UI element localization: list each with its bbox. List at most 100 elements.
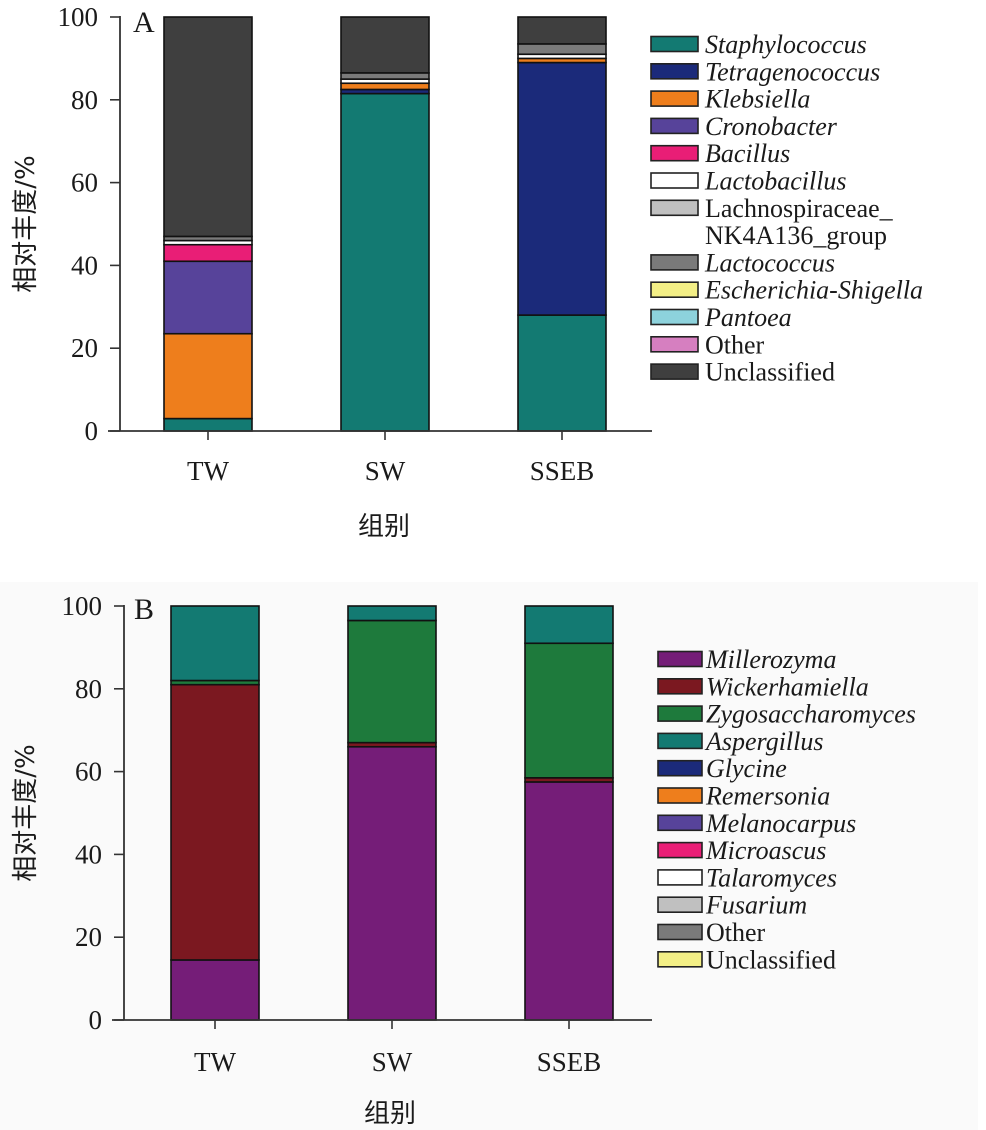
legend-label-other: Other: [705, 330, 765, 359]
legend-label-tetragenococcus: Tetragenococcus: [705, 57, 880, 86]
legend-label-microascus: Microascus: [705, 836, 826, 865]
x-tick-label-sw: SW: [365, 456, 406, 486]
legend-label-melanocarpus: Melanocarpus: [705, 809, 856, 838]
bar-segment-sw-klebsiella: [340, 82, 430, 91]
y-tick-label-20: 20: [75, 922, 102, 952]
y-tick-label-80: 80: [75, 674, 102, 704]
legend-label-lachnospiraceae-nk4a136-group-line2: NK4A136_group: [705, 221, 887, 250]
legend-label-pantoea: Pantoea: [704, 303, 792, 332]
legend-swatch-millerozyma: [657, 650, 703, 668]
legend-label-zygosaccharomyces: Zygosaccharomyces: [706, 700, 916, 729]
legend-label-bacillus: Bacillus: [705, 139, 790, 168]
chart-a-svg: 相对丰度/% 组别 A TW SW SSEB 0 20 40 60 80 100 Staphyl…: [11, 2, 923, 542]
legend-label-aspergillus: Aspergillus: [704, 727, 823, 756]
legend-swatch-cronobacter: [650, 117, 699, 135]
bar-segment-sw-aspergillus: [347, 605, 437, 622]
legend-swatch-unclassified: [650, 363, 699, 380]
legend-label-staphylococcus: Staphylococcus: [705, 30, 867, 59]
legend-swatch-talaromyces: [657, 869, 703, 886]
legend-swatch-melanocarpus: [657, 814, 703, 832]
bar-segment-sseb-zygosaccharomyces: [524, 642, 614, 779]
legend-swatch-lachnospiraceae-nk4a136-group: [650, 199, 699, 217]
legend-swatch-tetragenococcus: [650, 62, 699, 80]
bar-segment-tw-staphylococcus: [163, 417, 253, 432]
bar-segment-sseb-tetragenococcus: [517, 61, 607, 316]
legend-swatch-lactobacillus: [650, 172, 699, 189]
legend-swatch-fusarium: [657, 896, 703, 914]
legend-label-talaromyces: Talaromyces: [706, 863, 837, 892]
legend-swatch-lactococcus: [650, 254, 699, 271]
legend-swatch-klebsiella: [650, 90, 699, 107]
legend-swatch-escherichia-shigella: [650, 281, 699, 299]
legend-label-wickerhamiella: Wickerhamiella: [706, 672, 869, 701]
legend-label-lactococcus: Lactococcus: [704, 248, 835, 277]
panel-label: B: [134, 593, 154, 626]
axes-group: TW SW SSEB 0 20 40 60 80 100: [58, 2, 652, 486]
bar-segment-tw-wickerhamiella: [170, 683, 260, 961]
legend-swatch-glycine: [657, 759, 703, 777]
x-tick-label-tw: TW: [187, 456, 229, 486]
legend-swatch-remersonia: [657, 787, 703, 804]
legend-label-millerozyma: Millerozyma: [705, 645, 836, 674]
bar-segment-sseb-aspergillus: [524, 605, 614, 645]
bars-group: [170, 605, 614, 1021]
y-tick-label-40: 40: [71, 250, 98, 280]
bar-segment-sseb-lactococcus: [517, 43, 607, 56]
bar-segment-tw-bacillus: [163, 243, 253, 263]
panel-label: A: [133, 6, 155, 39]
y-tick-label-0: 0: [89, 1005, 103, 1035]
legend-label-remersonia: Remersonia: [705, 782, 830, 811]
legend-label-fusarium: Fusarium: [705, 891, 807, 920]
bar-segment-sseb-millerozyma: [524, 781, 614, 1021]
bar-segment-sseb-staphylococcus: [517, 314, 607, 432]
x-tick-label-sseb: SSEB: [537, 1047, 602, 1077]
legend-label-glycine: Glycine: [706, 754, 787, 783]
legend-label-cronobacter: Cronobacter: [705, 112, 838, 141]
y-tick-label-80: 80: [71, 85, 98, 115]
legend-label-klebsiella: Klebsiella: [704, 85, 810, 114]
bars-group: [163, 16, 607, 432]
legend-label-lactobacillus: Lactobacillus: [704, 167, 847, 196]
legend-swatch-wickerhamiella: [657, 678, 703, 695]
y-tick-label-60: 60: [71, 168, 98, 198]
y-tick-label-20: 20: [71, 333, 98, 363]
legend-swatch-aspergillus: [657, 732, 703, 750]
legend-label-escherichia-shigella: Escherichia-Shigella: [704, 276, 923, 305]
legend: StaphylococcusTetragenococcusKlebsiellaC…: [650, 30, 923, 387]
legend-swatch-pantoea: [650, 308, 699, 326]
axes-group: TW SW SSEB 0 20 40 60 80 100: [62, 591, 652, 1077]
legend-swatch-unclassified: [657, 950, 703, 968]
chart-panel-a: 相对丰度/% 组别 A TW SW SSEB 0 20 40 60 80 100 Staphyl…: [0, 0, 986, 560]
legend-swatch-bacillus: [650, 144, 699, 162]
bar-segment-sw-unclassified: [340, 16, 430, 74]
x-axis-title: 组别: [364, 1099, 416, 1129]
y-tick-label-100: 100: [62, 591, 103, 621]
bar-segment-tw-millerozyma: [170, 959, 260, 1021]
bar-segment-sw-zygosaccharomyces: [347, 619, 437, 744]
legend-swatch-zygosaccharomyces: [657, 705, 703, 722]
legend-swatch-other: [657, 923, 703, 941]
y-tick-label-60: 60: [75, 757, 102, 787]
x-axis-title: 组别: [358, 512, 410, 542]
y-tick-label-100: 100: [58, 2, 99, 32]
legend-swatch-microascus: [657, 841, 703, 859]
legend-label-lachnospiraceae-nk4a136-group: Lachnospiraceae_: [705, 194, 894, 223]
y-axis-title: 相对丰度/%: [11, 155, 41, 292]
bar-segment-sw-millerozyma: [347, 745, 437, 1021]
legend-swatch-other: [650, 335, 699, 353]
x-tick-label-tw: TW: [194, 1047, 236, 1077]
bar-segment-tw-aspergillus: [170, 605, 260, 682]
bar-segment-sw-staphylococcus: [340, 92, 430, 432]
legend-label-other: Other: [706, 918, 766, 947]
bar-segment-tw-cronobacter: [163, 260, 253, 335]
chart-panel-b: 相对丰度/% 组别 B TW SW SSEB 0 20 40 60 80 100 Millero…: [0, 582, 978, 1130]
y-tick-label-0: 0: [85, 416, 99, 446]
bar-segment-sseb-unclassified: [517, 16, 607, 45]
bar-segment-tw-unclassified: [163, 16, 253, 238]
bar-segment-tw-klebsiella: [163, 332, 253, 420]
legend-swatch-staphylococcus: [650, 35, 699, 53]
chart-b-svg: 相对丰度/% 组别 B TW SW SSEB 0 20 40 60 80 100 Millero…: [11, 591, 916, 1129]
legend: MillerozymaWickerhamiellaZygosaccharomyc…: [657, 645, 916, 974]
x-tick-label-sseb: SSEB: [530, 456, 595, 486]
bar-segment-sw-lactococcus: [340, 72, 430, 80]
